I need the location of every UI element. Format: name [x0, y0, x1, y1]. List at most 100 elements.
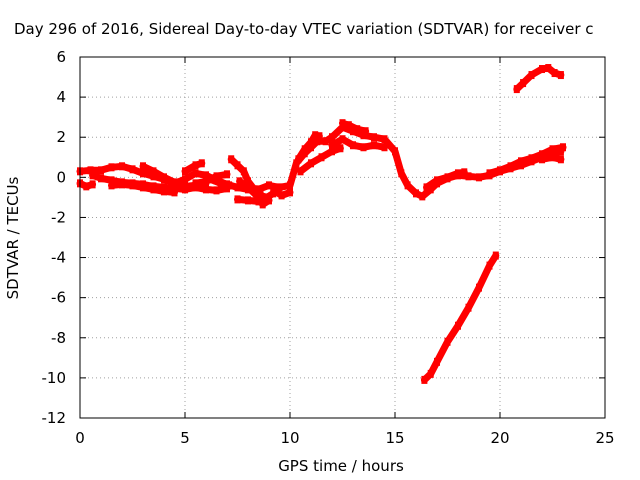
data-point	[293, 159, 300, 168]
data-point	[161, 173, 167, 182]
data-point	[161, 183, 167, 192]
data-point	[549, 149, 556, 158]
x-tick-label: 25	[595, 429, 614, 447]
data-point	[381, 135, 388, 144]
data-point	[434, 176, 440, 185]
data-point	[224, 170, 230, 179]
data-point	[89, 171, 96, 180]
data-point	[362, 127, 369, 136]
data-point	[245, 183, 251, 192]
data-point	[119, 178, 125, 187]
data-point	[272, 187, 279, 196]
data-point	[245, 196, 251, 205]
data-point	[339, 119, 346, 128]
data-point	[528, 154, 535, 163]
data-point	[108, 163, 115, 172]
data-point	[339, 135, 346, 144]
data-point	[226, 181, 233, 190]
data-point	[182, 182, 188, 191]
data-point	[234, 161, 241, 170]
data-point	[203, 185, 209, 194]
data-point	[461, 168, 468, 177]
data-point	[198, 159, 205, 168]
data-point	[497, 166, 503, 175]
y-axis-label: SDTVAR / TECUs	[4, 176, 22, 299]
data-point	[308, 138, 314, 147]
data-point	[182, 167, 188, 176]
data-point	[539, 65, 545, 74]
data-point	[192, 169, 199, 178]
data-point	[404, 181, 411, 190]
data-point	[329, 133, 335, 142]
data-point	[276, 183, 283, 192]
data-point	[297, 167, 304, 176]
data-point	[444, 173, 451, 182]
y-tick-label: 0	[56, 168, 66, 186]
data-point	[98, 166, 104, 175]
data-point	[486, 261, 493, 270]
data-point	[89, 180, 96, 189]
data-point	[259, 200, 266, 209]
y-tick-label: 4	[56, 88, 66, 106]
data-point	[371, 133, 377, 142]
data-point	[140, 162, 146, 171]
data-point	[539, 155, 545, 164]
data-point	[329, 147, 335, 156]
data-point	[507, 162, 514, 171]
data-point	[207, 175, 214, 184]
data-point	[427, 185, 434, 194]
x-tick-label: 5	[180, 429, 190, 447]
data-point	[476, 173, 482, 182]
data-point	[421, 375, 428, 384]
data-point	[140, 169, 146, 178]
data-point	[513, 85, 520, 94]
data-point	[316, 132, 323, 141]
chart-title: Day 296 of 2016, Sidereal Day-to-day VTE…	[14, 20, 594, 38]
y-tick-label: -8	[51, 329, 66, 347]
data-point	[129, 179, 136, 188]
data-point	[392, 147, 398, 156]
data-point	[295, 155, 302, 164]
data-point	[539, 150, 545, 159]
data-point	[150, 172, 157, 181]
series-line	[339, 119, 370, 135]
data-point	[129, 165, 136, 174]
data-point	[322, 137, 329, 146]
data-point	[213, 186, 220, 195]
data-point	[549, 145, 556, 154]
x-tick-label: 10	[280, 429, 299, 447]
data-point	[150, 167, 157, 176]
data-point	[486, 169, 493, 178]
data-point	[203, 171, 209, 180]
data-point	[329, 141, 335, 150]
data-point	[98, 174, 104, 183]
data-point	[150, 182, 157, 191]
data-point	[337, 144, 344, 153]
axis-ticks	[79, 56, 606, 419]
plot-frame	[79, 56, 606, 419]
x-tick-labels: 0 5 10 15 20 25	[75, 429, 614, 447]
grid-lines	[80, 57, 605, 418]
data-point	[434, 357, 440, 366]
data-point	[217, 179, 224, 188]
data-point	[171, 188, 178, 197]
data-point	[203, 177, 209, 186]
data-point	[266, 196, 272, 205]
x-tick-label: 0	[75, 429, 85, 447]
data-point	[518, 161, 524, 170]
data-point	[213, 172, 220, 181]
data-point	[192, 161, 199, 170]
data-point	[360, 143, 367, 152]
data-point	[427, 369, 434, 378]
y-tick-label: -6	[51, 289, 66, 307]
data-point	[423, 183, 430, 192]
data-point	[557, 155, 564, 164]
data-point	[345, 121, 352, 130]
y-tick-labels: 6 4 2 0 -2 -4 -6 -8 -10 -12	[42, 48, 67, 427]
data-point	[301, 145, 308, 154]
y-tick-label: 6	[56, 48, 66, 66]
data-point	[549, 153, 556, 162]
data-point	[312, 131, 319, 140]
data-point	[182, 175, 188, 184]
